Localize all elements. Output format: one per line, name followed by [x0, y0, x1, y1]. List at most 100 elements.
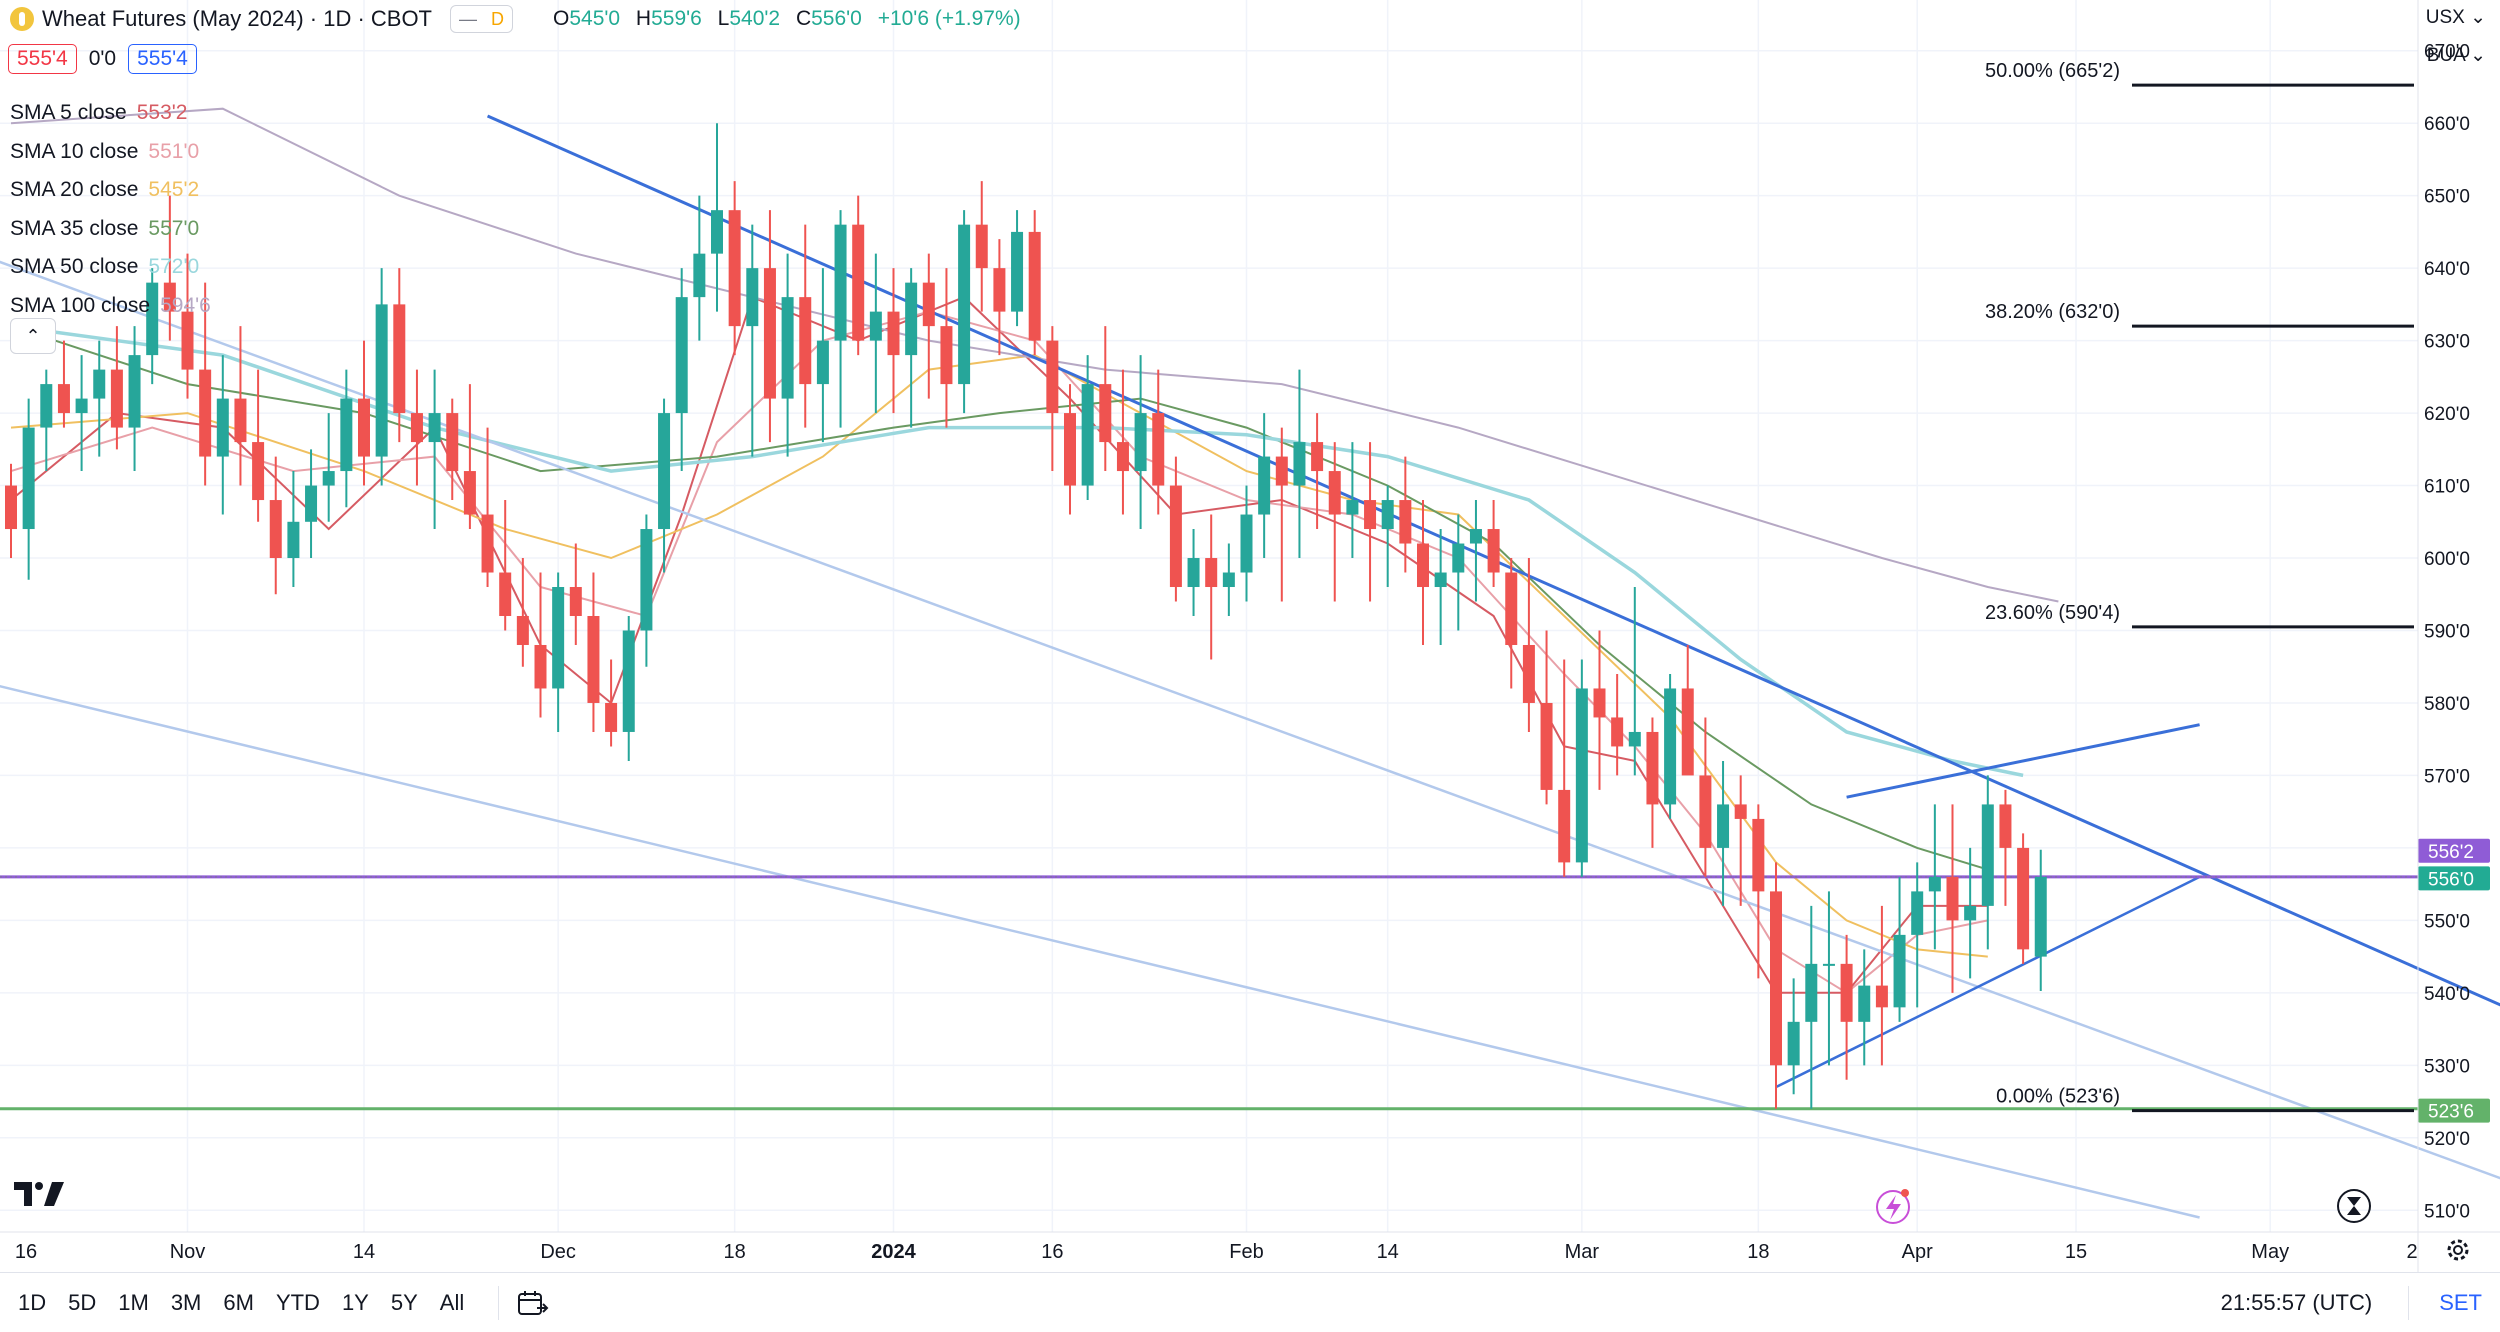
candle-body: [1699, 775, 1712, 848]
time-axis-label: 15: [2065, 1241, 2087, 1263]
candle-body: [1152, 413, 1165, 486]
alerts-bolt-icon[interactable]: [1876, 1189, 1910, 1224]
price-axis-label: 620'0: [2424, 404, 2470, 425]
candle-body: [887, 311, 900, 356]
candle-body: [1399, 500, 1412, 544]
timeframe-5y[interactable]: 5Y: [390, 1289, 418, 1315]
sell-price[interactable]: 555'4: [8, 44, 77, 74]
candle-body: [1169, 485, 1182, 588]
candle-body: [1487, 529, 1500, 573]
time-axis-label: 16: [1041, 1241, 1063, 1263]
time-axis-label: 14: [1377, 1241, 1399, 1263]
price-axis-label: 520'0: [2424, 1129, 2470, 1150]
time-axis-label: 2024: [871, 1241, 916, 1263]
candle-body: [110, 369, 123, 428]
unit-selector[interactable]: BUA ⌄: [2426, 45, 2486, 66]
sma-line: [10, 354, 1988, 958]
candle-body: [1417, 543, 1429, 588]
candle-body: [516, 616, 529, 645]
legend-item[interactable]: SMA 20 close 545'2: [10, 178, 200, 201]
candle-body: [375, 304, 388, 457]
candle-body: [2034, 876, 2047, 957]
candle-body: [1099, 384, 1112, 443]
candle-body: [1469, 529, 1482, 544]
sma-line: [10, 324, 2024, 778]
pill-dash: —: [459, 8, 477, 29]
candle-body: [93, 369, 106, 399]
candle-body: [1875, 985, 1888, 1008]
candle-body: [728, 210, 741, 327]
time-axis-label: 18: [1747, 1241, 1769, 1263]
collapse-legend-button[interactable]: ⌃: [10, 318, 56, 354]
candle-body: [1046, 340, 1059, 414]
candle-body: [1981, 804, 1994, 906]
time-axis-label: Apr: [1902, 1241, 1933, 1263]
replay-hourglass-icon[interactable]: [2337, 1189, 2371, 1223]
candle-body: [1011, 231, 1024, 312]
candle-body: [958, 224, 971, 385]
candle-body: [5, 485, 17, 530]
candle-body: [746, 268, 759, 327]
trendline-channel-mid: [0, 260, 2500, 1180]
candle-body: [410, 413, 423, 443]
buy-price[interactable]: 555'4: [128, 44, 197, 74]
candle-body: [993, 268, 1006, 312]
timeframe-3m[interactable]: 3M: [170, 1289, 202, 1315]
indicator-legend: SMA 5 close 553'2 SMA 10 close 551'0 SMA 20 …: [10, 94, 211, 325]
visibility-toggle[interactable]: — D: [450, 5, 513, 33]
trendline-wedge-upper: [1846, 723, 2200, 799]
timeframe-1d[interactable]: 1D: [18, 1289, 47, 1315]
bid-ask-row: 555'4 0'0 555'4: [8, 44, 197, 74]
candle-body: [340, 398, 353, 472]
chart-settings-gear-icon[interactable]: [2447, 1239, 2469, 1261]
timeframe-1y[interactable]: 1Y: [341, 1289, 369, 1315]
timeframe-6m[interactable]: 6M: [223, 1289, 254, 1315]
fib-level-label: 23.60% (590'4): [1985, 602, 2120, 624]
time-axis-label: Mar: [1565, 1241, 1600, 1263]
candle-body: [1575, 688, 1588, 863]
timeframe-ytd[interactable]: YTD: [275, 1289, 320, 1315]
price-axis-label: 530'0: [2424, 1056, 2470, 1077]
price-tag: 556'2: [2428, 842, 2474, 863]
candle-body: [40, 384, 53, 428]
price-axis-label: 590'0: [2424, 621, 2470, 642]
session-settings-button[interactable]: SET: [2439, 1289, 2482, 1315]
legend-item[interactable]: SMA 5 close 553'2: [10, 101, 188, 124]
candle-body: [1028, 231, 1041, 341]
candle-body: [1752, 818, 1765, 892]
price-chart[interactable]: 50.00% (665'2) 38.20% (632'0) 23.60% (590'…: [0, 0, 2500, 1272]
timeframe-1m[interactable]: 1M: [118, 1289, 149, 1315]
candle-body: [1081, 384, 1094, 486]
price-tag-bg: [2418, 1098, 2490, 1123]
time-axis-label: 14: [353, 1241, 375, 1263]
candle-body: [1328, 471, 1341, 515]
timeframe-5d[interactable]: 5D: [68, 1289, 97, 1315]
timeframe-all[interactable]: All: [439, 1289, 465, 1315]
price-tag-bg: [2418, 866, 2490, 891]
legend-item[interactable]: SMA 10 close 551'0: [10, 139, 200, 163]
candle-body: [322, 471, 335, 486]
legend-item[interactable]: SMA 35 close 557'0: [10, 216, 200, 240]
fib-level-label: 38.20% (632'0): [1985, 301, 2120, 323]
price-axis-label: 580'0: [2424, 694, 2470, 715]
candle-body: [1258, 456, 1271, 515]
candle-body: [22, 427, 35, 530]
utc-clock[interactable]: 21:55:57 (UTC): [2220, 1289, 2373, 1315]
tradingview-logo[interactable]: [14, 1180, 66, 1208]
time-axis-label: May: [2251, 1241, 2289, 1263]
legend-item[interactable]: SMA 100 close 594'6: [10, 293, 211, 317]
candle-body: [1240, 514, 1253, 573]
candle-body: [799, 297, 812, 385]
ohlc-values: O545'0 H559'6 L540'2 C556'0 +10'6 (+1.97…: [553, 7, 1021, 30]
symbol-title[interactable]: Wheat Futures (May 2024) · 1D · CBOT: [42, 6, 432, 31]
legend-item[interactable]: SMA 50 close 572'0: [10, 255, 200, 278]
candle-body: [481, 514, 494, 573]
candle-body: [1770, 891, 1782, 1066]
timeframe-buttons: 1D 5D 1M 3M 6M YTD 1Y 5Y All: [0, 1290, 486, 1316]
currency-selector[interactable]: USX ⌄: [2425, 7, 2486, 28]
candle-body: [1364, 500, 1377, 530]
calendar-range-icon[interactable]: [515, 1288, 549, 1318]
candle-body: [199, 369, 212, 457]
candle-body: [1522, 644, 1535, 703]
candle-body: [428, 413, 441, 443]
